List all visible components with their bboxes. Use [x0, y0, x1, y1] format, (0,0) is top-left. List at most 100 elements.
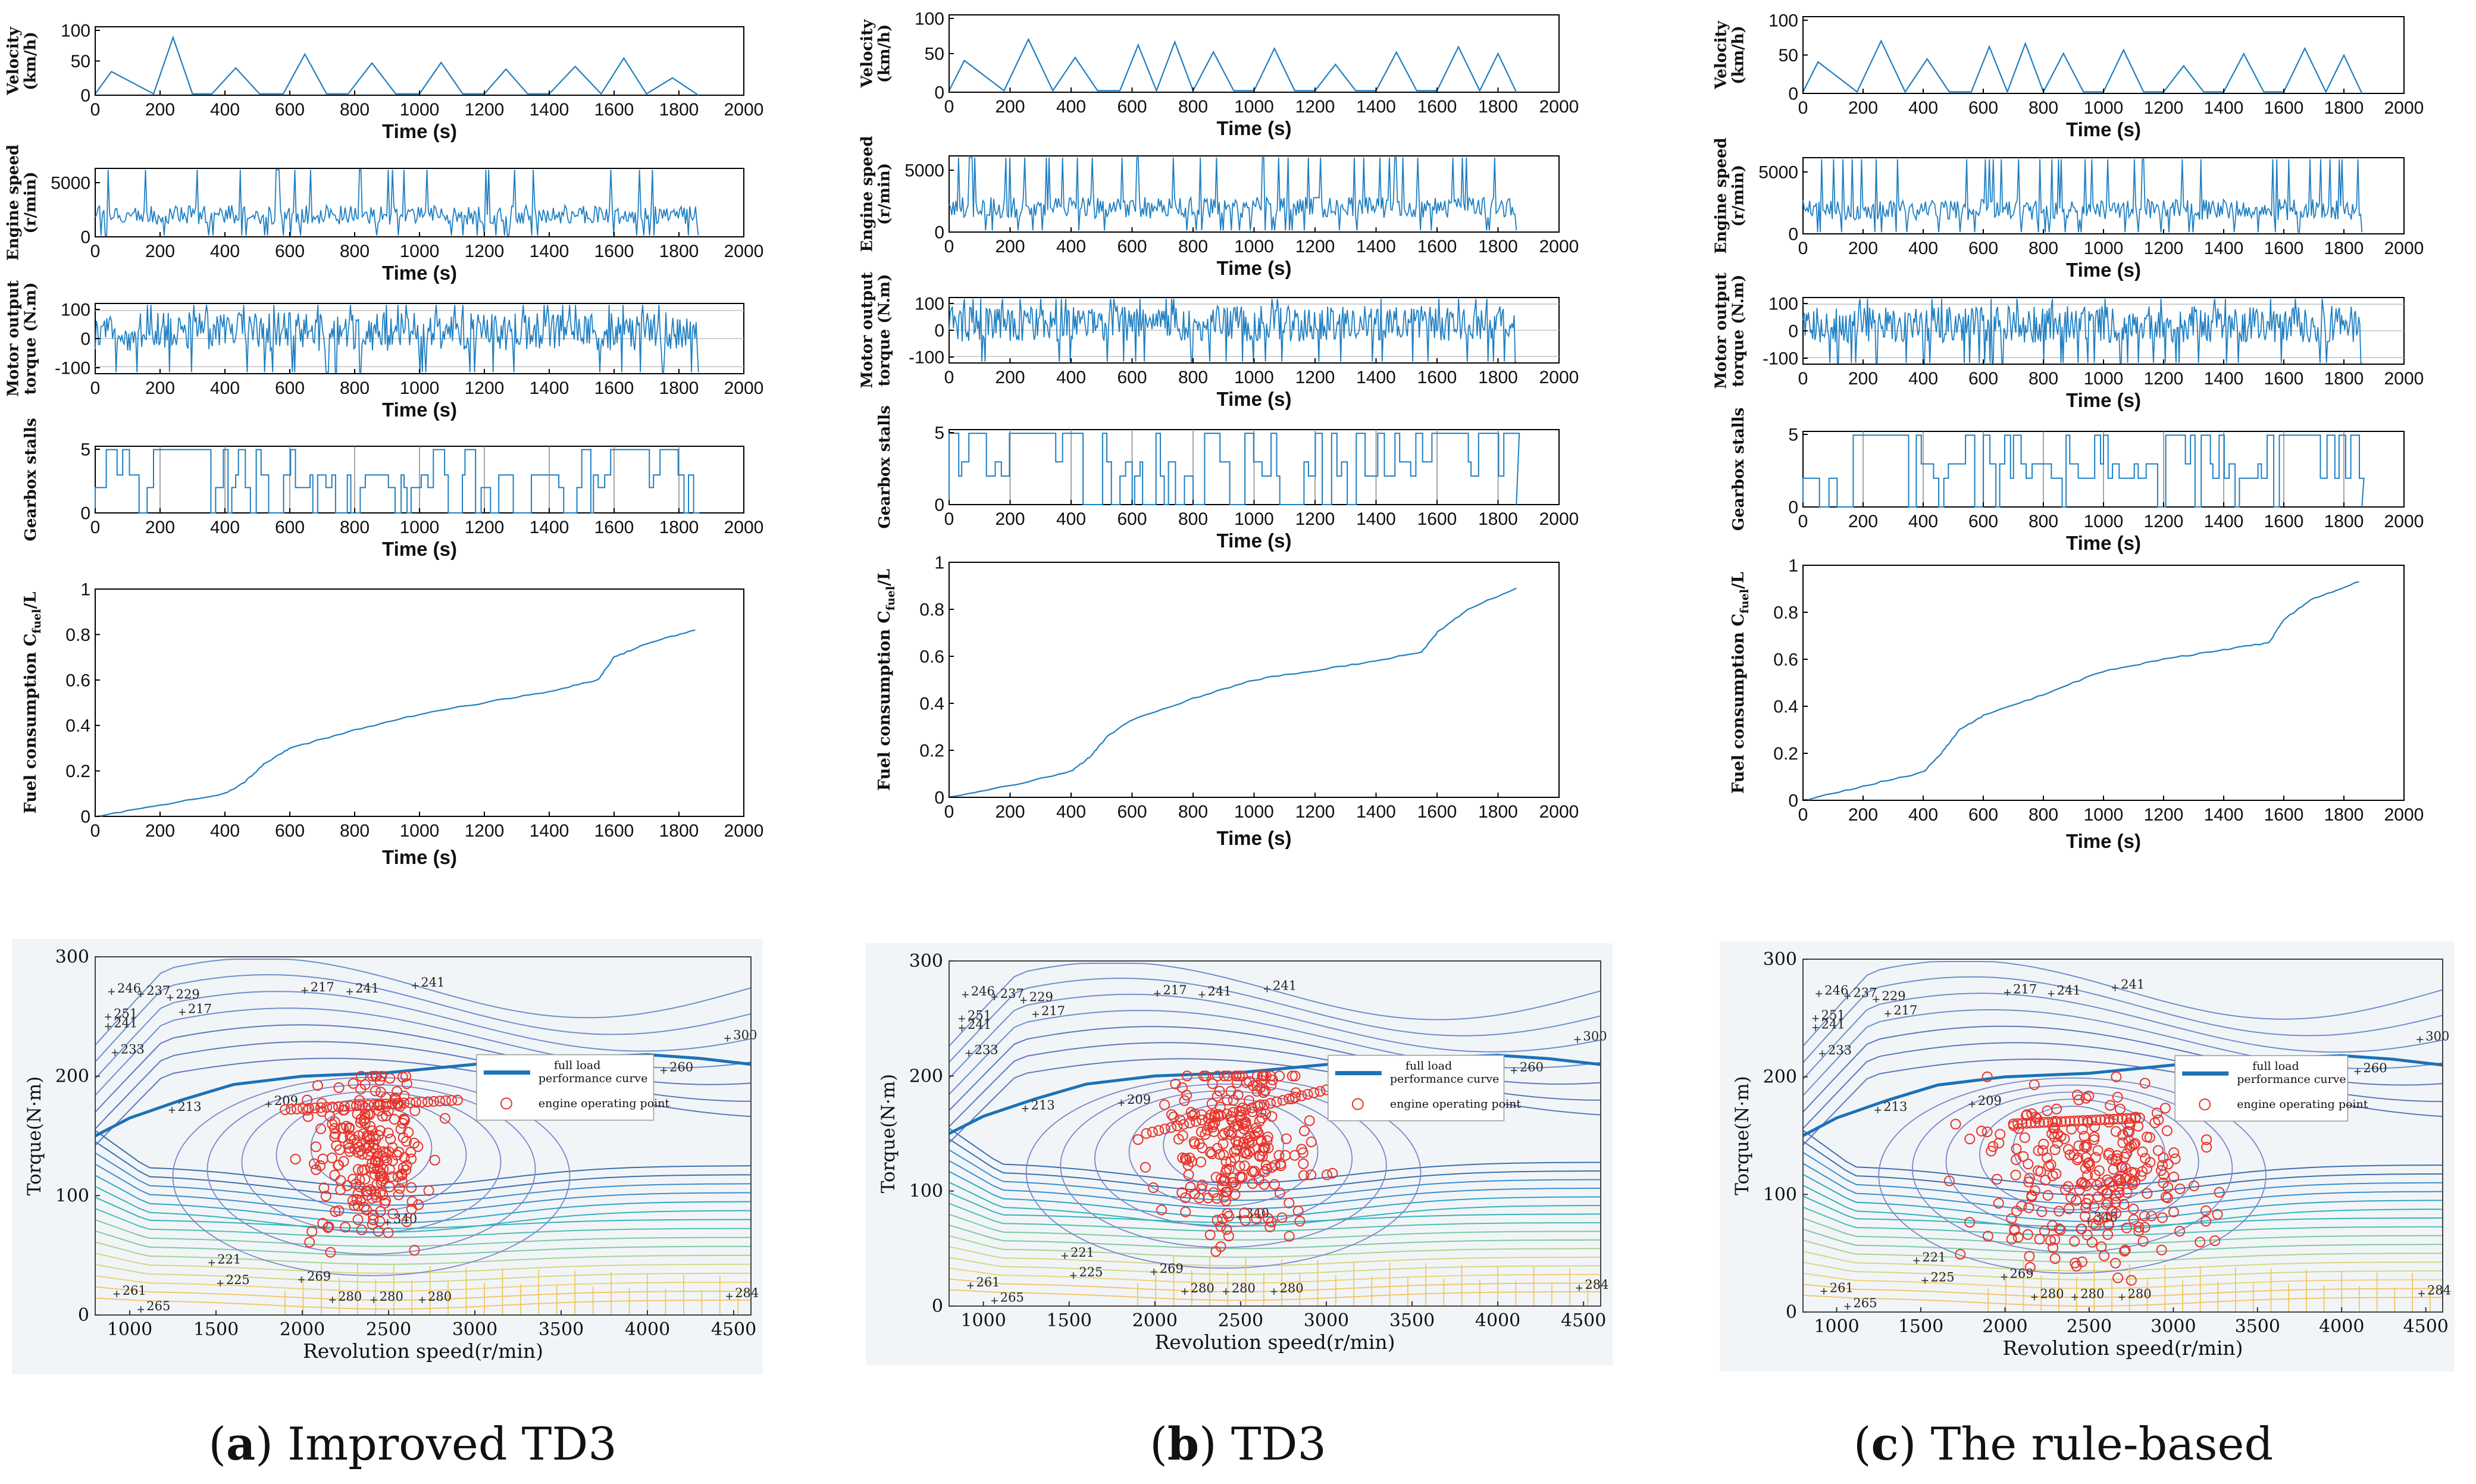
- operating-point: [2081, 1180, 2092, 1191]
- map-x-tick-label: 2000: [1132, 1310, 1178, 1331]
- operating-point: [1290, 1087, 1301, 1098]
- contour-ellipse: [206, 1084, 536, 1255]
- contour-marker: +: [991, 990, 998, 1004]
- contour-marker: +: [1921, 1273, 1929, 1288]
- velocity-y-tick-label: 50: [1779, 46, 1798, 65]
- fuel-ylabel-main: Fuel consumption C: [21, 634, 40, 814]
- operating-point: [2073, 1094, 2084, 1106]
- engine-speed-x-tick-label: 2000: [2384, 239, 2424, 258]
- velocity-x-tick-label: 2000: [1539, 97, 1579, 117]
- motor-torque-ylabel-line: torque (N.m): [875, 274, 893, 387]
- operating-point: [2081, 1229, 2093, 1241]
- gearbox-x-tick-label: 600: [275, 518, 305, 537]
- motor-torque-x-tick-label: 1400: [2204, 369, 2244, 389]
- contour-label: 269: [307, 1269, 331, 1283]
- operating-point: [2011, 1143, 2022, 1154]
- operating-point: [412, 1141, 424, 1152]
- velocity-x-tick-label: 400: [1056, 97, 1086, 117]
- legend-line-label-2: performance curve: [1390, 1073, 1500, 1086]
- contour-label: 233: [975, 1043, 998, 1057]
- engine-speed-line: [95, 169, 699, 236]
- contour-line: [95, 1219, 751, 1247]
- contour-line: [95, 1230, 751, 1256]
- operating-point: [2128, 1214, 2139, 1225]
- operating-point: [2030, 1117, 2041, 1128]
- motor-torque-plot: 0 200 400 600 800 1000 1200 1400 1600 1800 2000-10…: [1713, 273, 2424, 411]
- operating-point: [329, 1169, 340, 1181]
- contour-label: 284: [1585, 1278, 1608, 1292]
- operating-point: [1274, 1070, 1285, 1082]
- engine-speed-xlabel: Time (s): [382, 262, 457, 284]
- engine-speed-xlabel: Time (s): [1217, 257, 1292, 279]
- operating-point: [2111, 1153, 2123, 1164]
- operating-point: [2021, 1117, 2032, 1129]
- operating-point: [411, 1097, 421, 1108]
- operating-point: [340, 1222, 351, 1233]
- operating-point: [2079, 1178, 2090, 1189]
- operating-point: [1244, 1146, 1255, 1157]
- contour-line: [949, 1149, 1601, 1201]
- operating-point: [2040, 1175, 2051, 1186]
- operating-point: [317, 1217, 328, 1229]
- operating-point: [2119, 1245, 2130, 1257]
- gearbox-x-tick-label: 800: [1178, 509, 1208, 529]
- engine-speed-x-tick-label: 200: [995, 237, 1025, 256]
- contour-line: [95, 1163, 751, 1215]
- engine-speed-y-tick-label: 5000: [1758, 163, 1798, 183]
- map-y-tick-label: 100: [909, 1181, 943, 1202]
- velocity-x-tick-label: 600: [1117, 97, 1147, 117]
- operating-point: [1179, 1153, 1191, 1164]
- operating-point: [405, 1147, 417, 1158]
- operating-point: [383, 1227, 394, 1238]
- engine-speed-x-tick-label: 600: [1117, 237, 1147, 256]
- contour-marker: +: [1032, 1007, 1040, 1022]
- velocity-x-tick-label: 0: [1798, 98, 1808, 118]
- gearbox-x-tick-label: 800: [2029, 512, 2058, 531]
- motor-torque-y-tick-label: -100: [909, 348, 944, 368]
- operating-point: [1215, 1220, 1226, 1232]
- operating-point: [1235, 1171, 1245, 1182]
- operating-point: [406, 1196, 418, 1207]
- velocity-ylabel-line: Velocity: [1713, 20, 1730, 89]
- contour-marker: +: [724, 1031, 731, 1045]
- velocity-ylabel-line: (km/h): [1729, 26, 1747, 84]
- fuel-x-tick-label: 1000: [2084, 805, 2124, 825]
- operating-point: [2018, 1151, 2029, 1162]
- contour-line: [949, 1128, 1601, 1184]
- map-axes: [1802, 959, 2443, 1313]
- fuel-x-tick-label: 1200: [1295, 802, 1335, 822]
- gearbox-ylabel-line: Gearbox stalls: [876, 405, 894, 528]
- map-y-tick-label: 0: [78, 1305, 89, 1326]
- panel-b: 0 200 400 600 800 1000 1200 1400 1600 1800 2000050…: [859, 10, 1613, 1366]
- contour-line: [95, 1175, 751, 1224]
- operating-point: [2096, 1241, 2107, 1253]
- operating-point: [1204, 1147, 1216, 1157]
- contour-label: 237: [1000, 987, 1024, 1001]
- contour-marker: +: [113, 1286, 121, 1301]
- operating-point: [397, 1162, 409, 1173]
- operating-point: [428, 1096, 439, 1107]
- operating-point: [2170, 1153, 2181, 1164]
- contour-ellipse: [1945, 1091, 2199, 1232]
- operating-point: [280, 1104, 290, 1115]
- contour-marker: +: [966, 1278, 974, 1293]
- fuel-x-tick-label: 0: [1798, 805, 1808, 825]
- gearbox-xlabel: Time (s): [2066, 532, 2141, 554]
- engine-speed-y-tick-label: 5000: [904, 161, 944, 181]
- fuel-y-tick-label: 0.2: [919, 741, 944, 761]
- operating-point: [355, 1145, 367, 1156]
- map-x-tick-label: 2500: [2067, 1316, 2112, 1337]
- map-axes: [95, 956, 752, 1316]
- operating-point: [375, 1168, 386, 1179]
- map-y-tick-label: 300: [1763, 949, 1797, 970]
- engine-speed-x-tick-label: 200: [1848, 239, 1878, 258]
- fuel-y-tick-label: 0.6: [65, 671, 90, 690]
- motor-torque-x-tick-label: 600: [275, 378, 305, 398]
- contour-label: 241: [1821, 1017, 1845, 1032]
- contour-marker: +: [1872, 992, 1880, 1007]
- operating-point: [2043, 1160, 2054, 1172]
- operating-point: [1993, 1198, 2004, 1209]
- motor-torque-x-tick-label: 200: [1848, 369, 1878, 389]
- contour-label: 241: [1207, 984, 1231, 998]
